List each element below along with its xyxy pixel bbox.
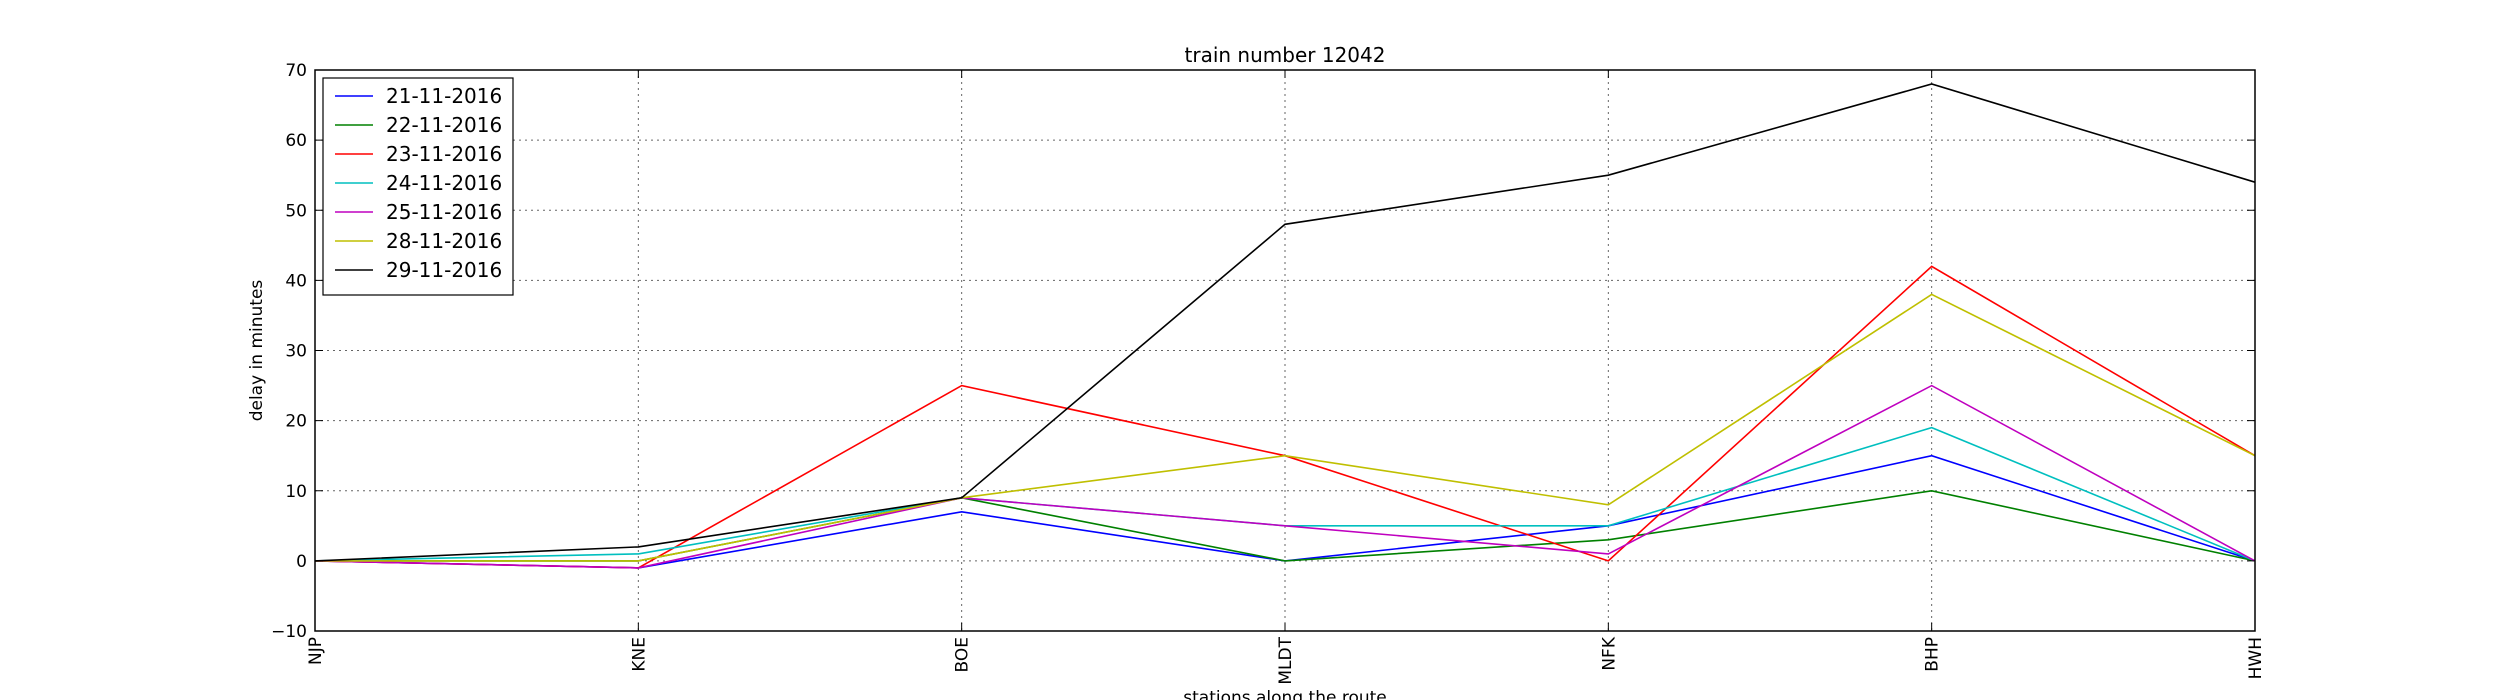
y-tick-label: 30	[285, 342, 307, 362]
x-tick-label: HWH	[2246, 637, 2266, 679]
x-tick-label: BHP	[1923, 637, 1943, 672]
legend-box	[322, 77, 514, 296]
y-tick-label: 10	[285, 482, 307, 502]
x-tick-label: NJP	[306, 637, 326, 665]
legend-label: 24-11-2016	[386, 171, 502, 195]
x-tick-label: KNE	[629, 637, 649, 672]
y-tick-label: 0	[296, 552, 307, 572]
legend: 21-11-2016 22-11-2016 23-11-2016 24-11-2016…	[322, 77, 514, 296]
legend-label: 23-11-2016	[386, 142, 502, 166]
legend-label: 29-11-2016	[386, 258, 502, 282]
y-tick-label: 60	[285, 131, 307, 151]
x-tick-label: NFK	[1599, 636, 1619, 670]
grid-lines	[315, 70, 2255, 631]
legend-label: 25-11-2016	[386, 200, 502, 224]
y-tick-label: 50	[285, 201, 307, 221]
x-tick-label: MLDT	[1276, 636, 1296, 684]
legend-label: 21-11-2016	[386, 84, 502, 108]
y-tick-label: 40	[285, 271, 307, 291]
chart-title: train number 12042	[1185, 43, 1386, 67]
series-line	[314, 384, 2256, 569]
series-line	[314, 83, 2256, 562]
x-axis-title: stations along the route	[1183, 688, 1387, 700]
x-tick-label: BOE	[953, 637, 973, 673]
axis-ticks: −10 0 10 20 30 40 50 60 70 NJP KNE BOE MLDT NFK BHP HWH	[271, 61, 2266, 685]
y-tick-label: 20	[285, 412, 307, 432]
legend-label: 28-11-2016	[386, 229, 502, 253]
series-lines	[314, 83, 2256, 569]
legend-label: 22-11-2016	[386, 113, 502, 137]
y-axis-title: delay in minutes	[247, 280, 267, 422]
series-line	[314, 426, 2256, 562]
series-line	[315, 293, 2256, 562]
y-tick-label: −10	[271, 622, 307, 642]
y-tick-label: 70	[285, 61, 307, 81]
